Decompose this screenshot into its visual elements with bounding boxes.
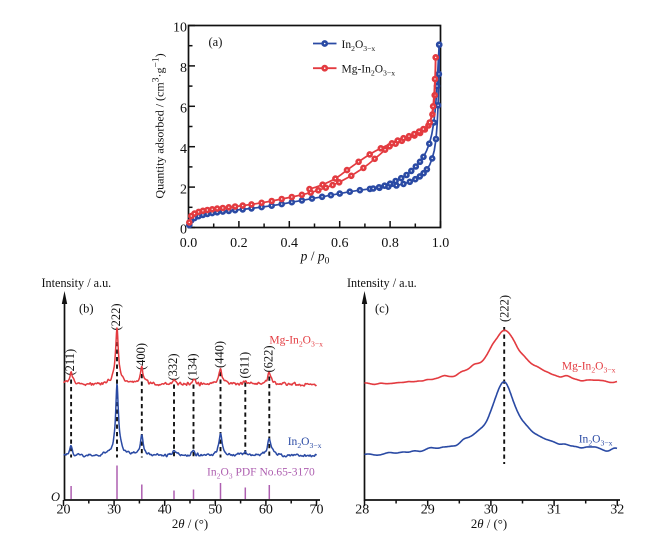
svg-text:40: 40 (158, 503, 172, 518)
svg-text:0.0: 0.0 (180, 236, 198, 251)
svg-text:0.6: 0.6 (331, 236, 349, 251)
svg-text:30: 30 (484, 503, 498, 518)
svg-text:(134): (134) (186, 353, 200, 380)
svg-text:(611): (611) (237, 352, 251, 379)
svg-text:p / p0: p / p0 (300, 249, 330, 267)
svg-text:31: 31 (547, 503, 561, 518)
svg-text:20: 20 (57, 503, 71, 518)
svg-text:4: 4 (180, 142, 187, 157)
svg-text:50: 50 (208, 503, 222, 518)
svg-text:6: 6 (180, 102, 187, 117)
svg-text:(a): (a) (209, 35, 223, 49)
svg-text:Mg-In2O3−x: Mg-In2O3−x (269, 335, 323, 349)
svg-text:Mg-In2O3−x: Mg-In2O3−x (562, 361, 616, 375)
svg-text:(332): (332) (166, 353, 180, 380)
svg-text:(400): (400) (134, 343, 148, 370)
svg-text:In2O3 PDF No.65-3170: In2O3 PDF No.65-3170 (207, 467, 315, 481)
svg-text:0.8: 0.8 (381, 236, 399, 251)
svg-text:32: 32 (610, 503, 624, 518)
svg-text:8: 8 (180, 61, 187, 76)
svg-text:2θ / (°): 2θ / (°) (471, 517, 507, 531)
svg-text:2θ / (°): 2θ / (°) (172, 517, 208, 531)
svg-text:(222): (222) (498, 295, 512, 322)
svg-text:(b): (b) (79, 302, 94, 316)
svg-text:29: 29 (421, 503, 435, 518)
svg-text:(c): (c) (375, 302, 389, 316)
svg-text:70: 70 (310, 503, 324, 518)
svg-text:(440): (440) (213, 341, 227, 368)
svg-text:(622): (622) (261, 345, 275, 372)
svg-text:Intensity / a.u.: Intensity / a.u. (42, 276, 112, 290)
svg-text:0.2: 0.2 (230, 236, 248, 251)
svg-text:Intensity / a.u.: Intensity / a.u. (347, 276, 417, 290)
svg-text:(211): (211) (63, 349, 77, 376)
svg-text:Quantity adsorbed / (cm3·g−1): Quantity adsorbed / (cm3·g−1) (152, 53, 167, 198)
svg-text:(222): (222) (109, 303, 123, 330)
svg-text:30: 30 (107, 503, 121, 518)
svg-text:Mg-In2O3−x: Mg-In2O3−x (342, 64, 396, 78)
svg-text:2: 2 (180, 182, 187, 197)
svg-text:10: 10 (173, 21, 187, 36)
svg-text:0: 0 (180, 223, 187, 238)
svg-text:0.4: 0.4 (281, 236, 299, 251)
svg-text:60: 60 (259, 503, 273, 518)
svg-text:1.0: 1.0 (432, 236, 450, 251)
svg-text:O: O (51, 490, 60, 504)
svg-text:28: 28 (355, 503, 369, 518)
